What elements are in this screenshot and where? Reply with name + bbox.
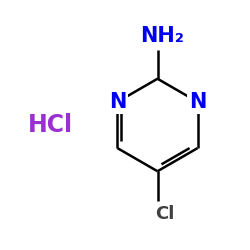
Text: N: N	[109, 92, 126, 112]
Text: N: N	[189, 92, 206, 112]
Text: Cl: Cl	[155, 205, 175, 223]
Text: NH₂: NH₂	[140, 26, 184, 46]
Text: HCl: HCl	[28, 113, 72, 137]
